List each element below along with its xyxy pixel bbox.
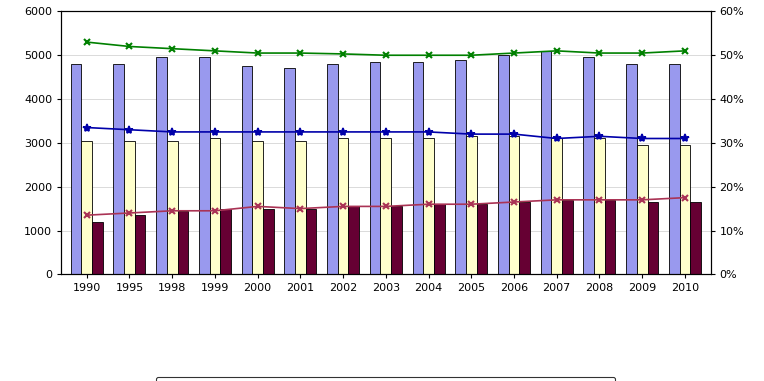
Bar <box>295 141 306 274</box>
Motorway % of road emissions <box>552 197 562 202</box>
Line: Motorway % of road emissions: Motorway % of road emissions <box>83 194 688 219</box>
Bar <box>284 69 295 274</box>
Bar <box>520 202 530 274</box>
Bar <box>92 222 103 274</box>
Motorway % of road emissions <box>167 208 176 213</box>
Rural % of road emissions <box>83 40 92 45</box>
Urban % of road emissions <box>424 130 433 134</box>
Motorway % of road emissions <box>595 197 604 202</box>
Bar <box>348 207 359 274</box>
Bar <box>338 139 348 274</box>
Urban % of road emissions <box>510 132 519 136</box>
Urban % of road emissions <box>83 125 92 130</box>
Bar <box>263 209 274 274</box>
Line: Urban % of road emissions: Urban % of road emissions <box>83 123 689 142</box>
Rural % of road emissions <box>680 48 689 53</box>
Rural % of road emissions <box>296 51 305 55</box>
Bar <box>82 141 92 274</box>
Bar <box>380 139 391 274</box>
Bar <box>541 51 552 274</box>
Bar <box>594 139 605 274</box>
Rural % of road emissions <box>338 52 348 56</box>
Motorway % of road emissions <box>338 204 348 209</box>
Bar <box>71 64 82 274</box>
Urban % of road emissions <box>210 130 219 134</box>
Bar <box>626 64 637 274</box>
Rural % of road emissions <box>552 48 562 53</box>
Rural % of road emissions <box>595 51 604 55</box>
Bar <box>167 141 177 274</box>
Motorway % of road emissions <box>210 208 219 213</box>
Bar <box>423 139 434 274</box>
Motorway % of road emissions <box>680 195 689 200</box>
Bar <box>455 60 466 274</box>
Bar <box>605 200 616 274</box>
Bar <box>413 62 423 274</box>
Motorway % of road emissions <box>510 200 519 204</box>
Bar <box>648 202 658 274</box>
Bar <box>668 64 679 274</box>
Rural % of road emissions <box>510 51 519 55</box>
Urban % of road emissions <box>638 136 647 141</box>
Urban % of road emissions <box>680 136 689 141</box>
Rural % of road emissions <box>125 44 134 49</box>
Motorway % of road emissions <box>381 204 390 209</box>
Motorway % of road emissions <box>424 202 433 207</box>
Bar <box>156 58 167 274</box>
Bar <box>477 204 487 274</box>
Urban % of road emissions <box>381 130 390 134</box>
Rural % of road emissions <box>167 46 176 51</box>
Motorway % of road emissions <box>296 207 305 211</box>
Bar <box>370 62 380 274</box>
Bar <box>679 145 690 274</box>
Legend: Rural, Urban, Motorway, Rural % of road emissions, Urban % of road emissions, Mo: Rural, Urban, Motorway, Rural % of road … <box>157 377 615 381</box>
Urban % of road emissions <box>552 136 562 141</box>
Bar <box>177 211 188 274</box>
Urban % of road emissions <box>253 130 262 134</box>
Motorway % of road emissions <box>125 211 134 215</box>
Bar <box>466 136 477 274</box>
Bar <box>252 141 263 274</box>
Urban % of road emissions <box>338 130 348 134</box>
Urban % of road emissions <box>125 127 134 132</box>
Bar <box>241 66 252 274</box>
Motorway % of road emissions <box>253 204 262 209</box>
Bar <box>434 204 445 274</box>
Rural % of road emissions <box>424 53 433 58</box>
Bar <box>562 200 573 274</box>
Motorway % of road emissions <box>467 202 476 207</box>
Bar <box>690 202 701 274</box>
Urban % of road emissions <box>467 132 476 136</box>
Urban % of road emissions <box>595 134 604 139</box>
Motorway % of road emissions <box>83 213 92 218</box>
Bar <box>584 58 594 274</box>
Bar <box>637 145 648 274</box>
Motorway % of road emissions <box>638 197 647 202</box>
Bar <box>134 215 145 274</box>
Rural % of road emissions <box>210 48 219 53</box>
Rural % of road emissions <box>638 51 647 55</box>
Bar <box>124 141 134 274</box>
Rural % of road emissions <box>467 53 476 58</box>
Bar <box>220 210 231 274</box>
Bar <box>199 58 209 274</box>
Bar <box>391 207 402 274</box>
Line: Rural % of road emissions: Rural % of road emissions <box>83 38 688 59</box>
Urban % of road emissions <box>296 130 305 134</box>
Bar <box>552 139 562 274</box>
Bar <box>509 136 520 274</box>
Rural % of road emissions <box>253 51 262 55</box>
Bar <box>209 139 220 274</box>
Bar <box>327 64 338 274</box>
Bar <box>498 55 509 274</box>
Bar <box>114 64 124 274</box>
Urban % of road emissions <box>167 130 176 134</box>
Bar <box>306 210 316 274</box>
Rural % of road emissions <box>381 53 390 58</box>
